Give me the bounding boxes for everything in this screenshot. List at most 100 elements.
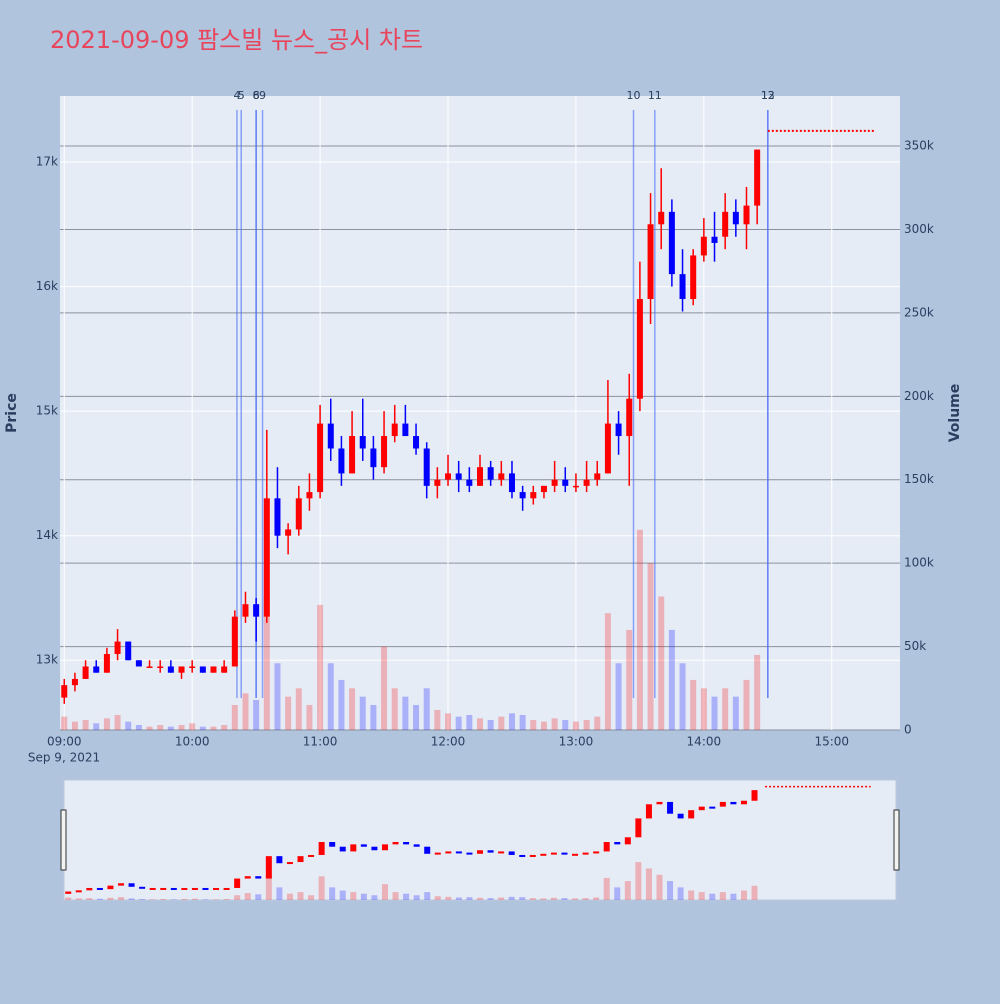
mini-volume-bar xyxy=(709,893,716,900)
mini-volume-bar xyxy=(160,899,167,900)
candle-body xyxy=(135,660,142,667)
candle-body xyxy=(103,654,110,673)
volume-bar xyxy=(466,714,473,730)
mini-volume-bar xyxy=(244,893,251,900)
candle-body xyxy=(434,479,441,486)
mini-candle xyxy=(572,853,579,856)
candle-body xyxy=(700,236,707,256)
mini-candle xyxy=(730,801,737,805)
mini-volume-bar xyxy=(529,898,536,900)
mini-candle xyxy=(603,842,610,852)
volume-bar xyxy=(519,714,526,730)
mini-candle xyxy=(667,801,674,814)
mini-volume-bar xyxy=(751,885,758,900)
mini-candle xyxy=(698,806,705,811)
candle-body xyxy=(317,423,324,493)
volume-bar xyxy=(359,696,366,730)
candle-body xyxy=(604,423,611,474)
candle-body xyxy=(125,641,132,661)
volume-bar xyxy=(445,713,452,730)
mini-volume-bar xyxy=(265,874,272,900)
mini-volume-bar xyxy=(96,898,103,900)
plot-area xyxy=(60,96,900,730)
volume-bar xyxy=(690,679,697,730)
mini-volume-bar xyxy=(698,892,705,900)
mini-candle xyxy=(339,846,346,852)
volume-bar xyxy=(274,663,281,730)
candle-body xyxy=(636,299,643,399)
news-label: 13 xyxy=(761,89,775,102)
mini-candle xyxy=(582,852,589,855)
mini-volume-bar xyxy=(276,887,283,900)
x-date-label: Sep 9, 2021 xyxy=(28,751,100,765)
volume-bar xyxy=(636,529,643,730)
mini-candle xyxy=(276,856,283,864)
volume-bar xyxy=(743,679,750,730)
mini-candle xyxy=(118,883,125,886)
mini-volume-bar xyxy=(466,897,473,900)
candle-body xyxy=(679,274,686,300)
candle-body xyxy=(359,436,366,449)
volume-bar xyxy=(562,719,569,730)
news-label: 10 xyxy=(627,89,641,102)
volume-bar xyxy=(189,723,196,730)
candle-body xyxy=(146,666,153,668)
chart-title: 2021-09-09 팜스빌 뉴스_공시 차트 xyxy=(50,26,423,54)
news-label: 9 xyxy=(259,89,266,102)
candle-body xyxy=(732,211,739,225)
mini-volume-bar xyxy=(118,897,125,900)
mini-candle xyxy=(234,878,241,888)
mini-volume-bar xyxy=(667,881,674,900)
mini-candle xyxy=(593,851,600,854)
mini-candle xyxy=(213,887,220,890)
news-label: 11 xyxy=(648,89,662,102)
volume-bar xyxy=(455,716,462,730)
candle-body xyxy=(530,492,537,499)
mini-volume-bar xyxy=(75,898,82,900)
volume-bar xyxy=(381,646,388,730)
mini-volume-bar xyxy=(181,899,188,900)
mini-volume-bar xyxy=(149,899,156,900)
mini-volume-bar xyxy=(403,893,410,900)
range-slider[interactable] xyxy=(63,779,897,901)
candle-body xyxy=(615,423,622,437)
volume-bar xyxy=(540,721,547,730)
mini-candle xyxy=(740,800,747,805)
mini-volume-bar xyxy=(572,898,579,900)
mini-candle xyxy=(656,801,663,805)
volume-bar xyxy=(594,716,601,730)
volume-bar xyxy=(754,654,761,730)
volume-bar xyxy=(295,688,302,730)
volume-bar xyxy=(722,688,729,730)
news-label: 12 xyxy=(761,89,775,102)
mini-candle xyxy=(519,854,526,857)
mini-volume-bar xyxy=(107,897,114,900)
y2-tick-label: 200k xyxy=(904,389,934,403)
mini-volume-bar xyxy=(86,898,93,900)
mini-volume-bar xyxy=(561,898,568,900)
mini-volume-bar xyxy=(128,898,135,900)
mini-volume-bar xyxy=(392,892,399,900)
mini-volume-bar xyxy=(730,893,737,900)
volume-bar xyxy=(71,721,78,730)
candle-body xyxy=(445,473,452,480)
mini-candle xyxy=(709,806,716,809)
volume-bar xyxy=(679,663,686,730)
candle-body xyxy=(466,479,473,486)
mini-volume-bar xyxy=(635,862,642,900)
mini-candle xyxy=(244,876,251,879)
range-handle-left[interactable] xyxy=(60,809,67,871)
candle-body xyxy=(349,436,356,474)
volume-bar xyxy=(306,704,313,730)
volume-bar xyxy=(285,696,292,730)
mini-volume-bar xyxy=(455,897,462,900)
mini-volume-bar xyxy=(339,890,346,900)
mini-volume-bar xyxy=(434,896,441,900)
range-handle-right[interactable] xyxy=(893,809,900,871)
news-label: 5 xyxy=(238,89,245,102)
candle-body xyxy=(551,479,558,486)
mini-candle xyxy=(286,862,293,865)
y2-tick-label: 350k xyxy=(904,139,934,153)
volume-bar xyxy=(263,596,270,730)
